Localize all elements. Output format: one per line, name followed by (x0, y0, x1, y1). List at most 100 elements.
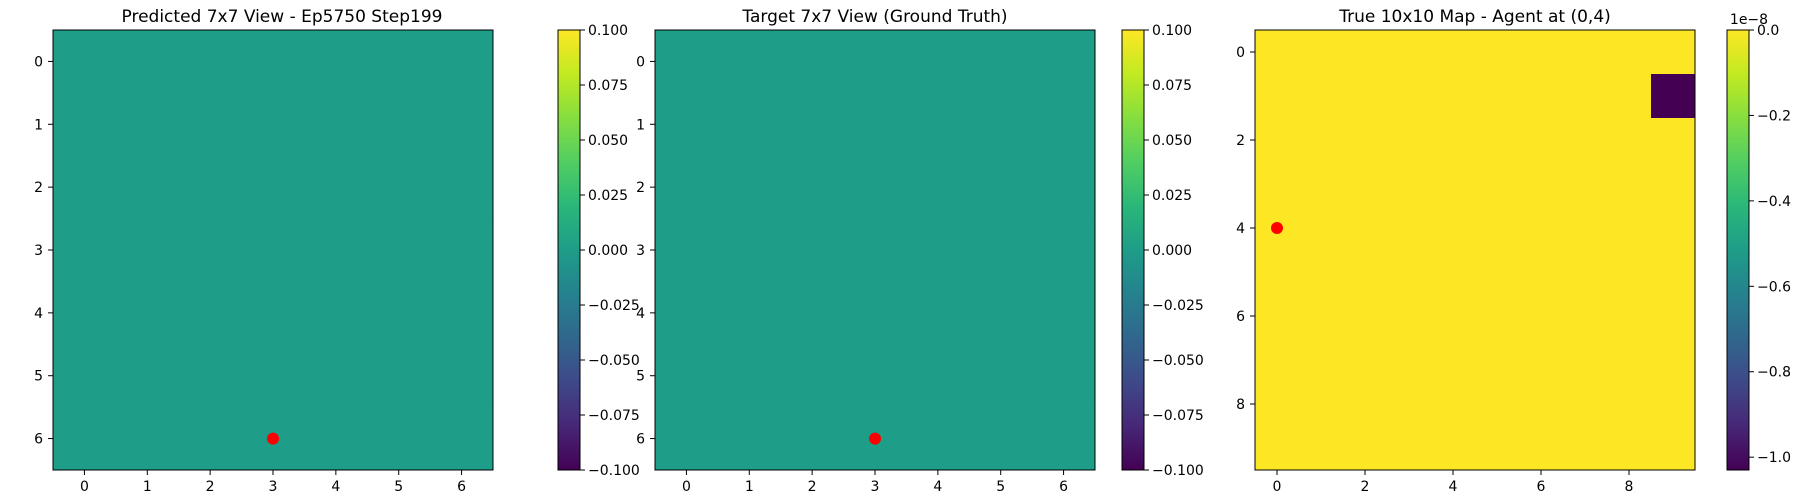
heatmap-cell (1255, 426, 1300, 471)
heatmap-cell (1431, 30, 1476, 75)
heatmap-cell (717, 155, 782, 220)
heatmap-cell (1387, 30, 1432, 75)
colorbar-tick-label: 0.000 (1152, 243, 1192, 259)
colorbar-tick-label: 0.075 (588, 78, 628, 94)
panel-true-map: True 10x10 Map - Agent at (0,4) 0 2 4 6 8 0 2… (1236, 7, 1791, 495)
heatmap-cell (1475, 74, 1520, 119)
heatmap-cell (1563, 294, 1608, 339)
heatmap-cell (1032, 407, 1096, 471)
heatmap-cell (655, 92, 719, 157)
heatmap-cell (367, 30, 431, 94)
heatmap-cell (1343, 250, 1388, 295)
heatmap-cell (115, 218, 180, 282)
heatmap-cell (655, 281, 719, 345)
heatmap-cell (430, 30, 494, 94)
heatmap-cell (1299, 206, 1344, 251)
heatmap-cell (178, 218, 243, 282)
heatmap-cell (53, 92, 117, 157)
y-tick-label: 4 (34, 306, 43, 322)
heatmap-cell (1343, 30, 1388, 75)
heatmap-cell (717, 281, 782, 345)
agent-marker-predicted (267, 432, 279, 445)
heatmap-cell (1343, 338, 1388, 383)
heatmap-cell (1299, 118, 1344, 163)
colorbar-gradient (1122, 30, 1144, 470)
heatmap-cell (1299, 426, 1344, 471)
heatmap-cell (1343, 382, 1388, 427)
heatmap-cell (1607, 294, 1652, 339)
heatmap-cell (241, 281, 305, 345)
heatmap-cell (430, 407, 494, 471)
x-tick-label: 4 (1449, 479, 1458, 495)
heatmap-cell (1563, 30, 1608, 75)
y-tick-label: 4 (1236, 221, 1245, 237)
heatmap-cell (1032, 92, 1096, 157)
heatmap-cell (115, 155, 180, 220)
y-tick-label: 4 (636, 306, 645, 322)
colorbar-tick-label: −0.025 (1152, 298, 1204, 314)
agent-marker-true-map (1271, 222, 1283, 234)
heatmap-cell (1255, 294, 1300, 339)
heatmap-cell (1343, 426, 1388, 471)
heatmap-cell (1255, 118, 1300, 163)
heatmap-cell (969, 344, 1033, 408)
heatmap-cell (304, 92, 368, 157)
heatmap-cell (1387, 162, 1432, 207)
y-tick-label: 3 (34, 243, 43, 259)
y-tick-label: 5 (636, 369, 645, 385)
heatmap-cell (969, 407, 1033, 471)
heatmap-cell (1387, 206, 1432, 251)
heatmap-cell (1255, 74, 1300, 119)
heatmap-cell (1475, 206, 1520, 251)
heatmap-cell (1387, 250, 1432, 295)
colorbar-tick-label: 0.000 (588, 243, 628, 259)
heatmap-cell (717, 30, 782, 94)
heatmap-cell (367, 218, 431, 282)
heatmap-cell (1607, 162, 1652, 207)
colorbar-predicted: −0.100 −0.075 −0.050 −0.025 0.000 0.025 0.050 0… (557, 23, 640, 479)
y-tick-label: 8 (1236, 397, 1245, 413)
agent-marker (869, 432, 881, 445)
heatmap-cell (1431, 118, 1476, 163)
heatmap-cell (1032, 344, 1096, 408)
y-ticks-target: 0 1 2 3 4 5 6 (636, 54, 655, 448)
heatmap-cell (1032, 155, 1096, 220)
heatmap-cell (1299, 162, 1344, 207)
heatmap-cell (367, 407, 431, 471)
heatmap-cell (1519, 382, 1564, 427)
heatmap-cell (241, 218, 305, 282)
heatmap-cell (367, 344, 431, 408)
heatmap-cell (1475, 338, 1520, 383)
y-ticks-predicted: 0 1 2 3 4 5 6 (34, 54, 53, 448)
x-tick-label: 0 (682, 479, 691, 495)
heatmap-cell (304, 218, 368, 282)
y-tick-label: 6 (1236, 309, 1245, 325)
heatmap-cell (1519, 294, 1564, 339)
heatmap-cell (430, 281, 494, 345)
heatmap-cell (906, 92, 970, 157)
heatmap-cell (780, 30, 845, 94)
heatmap-cell (1563, 250, 1608, 295)
heatmap-cell (1651, 426, 1696, 471)
heatmap-cell (969, 218, 1033, 282)
x-tick-label: 4 (933, 479, 942, 495)
y-ticks-true-map: 0 2 4 6 8 (1236, 45, 1255, 413)
heatmap-cell (780, 344, 845, 408)
heatmap-cell (1299, 30, 1344, 75)
y-tick-label: 2 (34, 180, 43, 196)
heatmap-cell (1519, 74, 1564, 119)
x-tick-label: 1 (745, 479, 754, 495)
heatmap-cell (1563, 426, 1608, 471)
colorbar-gradient (558, 30, 580, 470)
colorbar-frame (1726, 29, 1750, 471)
plot-frame-true-map (1254, 29, 1696, 471)
heatmap-cell (1607, 74, 1652, 119)
heatmap-cell (1651, 294, 1696, 339)
colorbar-tick-label: −0.2 (1757, 108, 1791, 124)
colorbar-tick-label: −0.100 (1152, 463, 1204, 479)
heatmap-cells-true-map (1255, 30, 1696, 471)
colorbar-tick-label: −0.8 (1757, 365, 1791, 381)
heatmap-cell (178, 155, 243, 220)
heatmap-cell (1651, 30, 1696, 75)
agent-marker (1271, 222, 1283, 234)
